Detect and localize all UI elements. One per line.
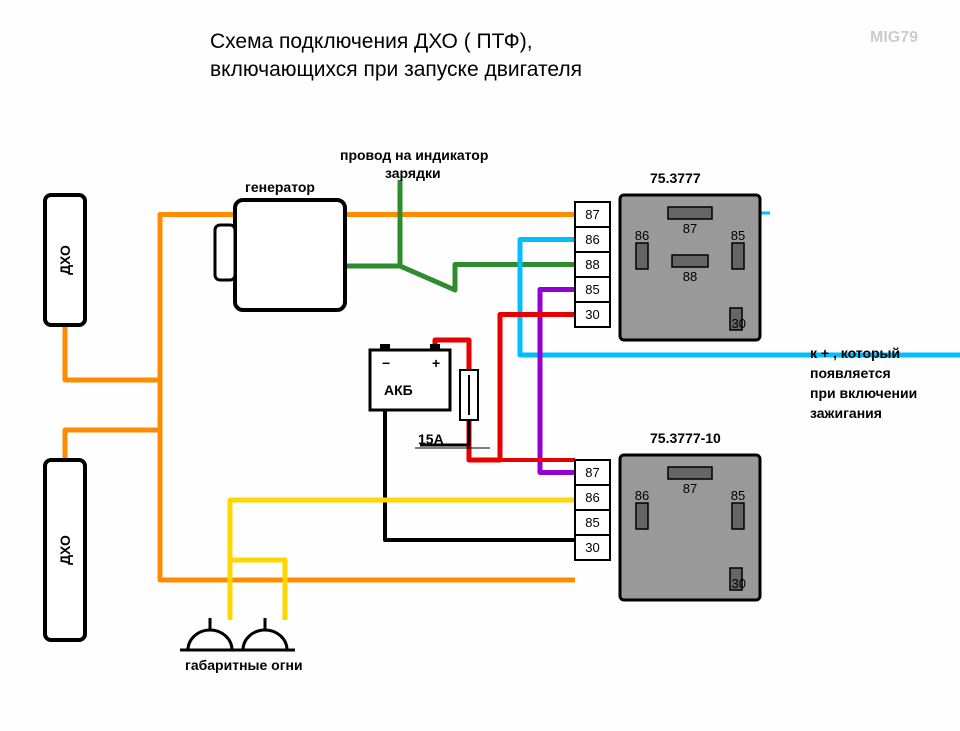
svg-text:15A: 15A (418, 431, 444, 447)
svg-text:зажигания: зажигания (810, 405, 882, 421)
svg-text:88: 88 (585, 257, 599, 272)
svg-text:85: 85 (731, 488, 745, 503)
svg-text:ДХО: ДХО (57, 245, 73, 275)
parking-light (188, 630, 232, 650)
svg-text:включающихся при запуске двига: включающихся при запуске двигателя (210, 58, 582, 81)
svg-text:88: 88 (683, 269, 697, 284)
parking-light (243, 630, 287, 650)
svg-text:+: + (432, 355, 440, 371)
wiring-diagram: ДХО ДХО генератор провод на индикатор зарядк… (0, 0, 960, 731)
svg-text:30: 30 (585, 307, 599, 322)
svg-text:87: 87 (585, 465, 599, 480)
svg-text:75.3777: 75.3777 (650, 170, 701, 186)
svg-text:MIG79: MIG79 (870, 29, 918, 46)
svg-text:86: 86 (585, 490, 599, 505)
svg-text:−: − (382, 355, 390, 371)
svg-text:85: 85 (731, 228, 745, 243)
svg-text:86: 86 (635, 228, 649, 243)
svg-text:ДХО: ДХО (57, 535, 73, 565)
svg-text:85: 85 (585, 515, 599, 530)
svg-text:генератор: генератор (245, 179, 315, 195)
svg-text:75.3777-10: 75.3777-10 (650, 430, 721, 446)
svg-text:30: 30 (732, 316, 746, 331)
svg-text:габаритные огни: габаритные огни (185, 657, 303, 673)
svg-text:при включении: при включении (810, 385, 917, 401)
svg-text:86: 86 (635, 488, 649, 503)
svg-text:Схема подключения ДХО ( ПТФ),: Схема подключения ДХО ( ПТФ), (210, 30, 533, 53)
svg-text:к + , который: к + , который (810, 345, 900, 361)
svg-text:85: 85 (585, 282, 599, 297)
svg-text:зарядки: зарядки (385, 165, 441, 181)
svg-text:87: 87 (585, 207, 599, 222)
svg-text:появляется: появляется (810, 365, 891, 381)
svg-text:АКБ: АКБ (384, 382, 413, 398)
svg-text:провод на индикатор: провод на индикатор (340, 147, 488, 163)
svg-text:87: 87 (683, 481, 697, 496)
svg-text:30: 30 (585, 540, 599, 555)
generator (235, 200, 345, 310)
svg-text:86: 86 (585, 232, 599, 247)
svg-text:30: 30 (732, 576, 746, 591)
svg-text:87: 87 (683, 221, 697, 236)
